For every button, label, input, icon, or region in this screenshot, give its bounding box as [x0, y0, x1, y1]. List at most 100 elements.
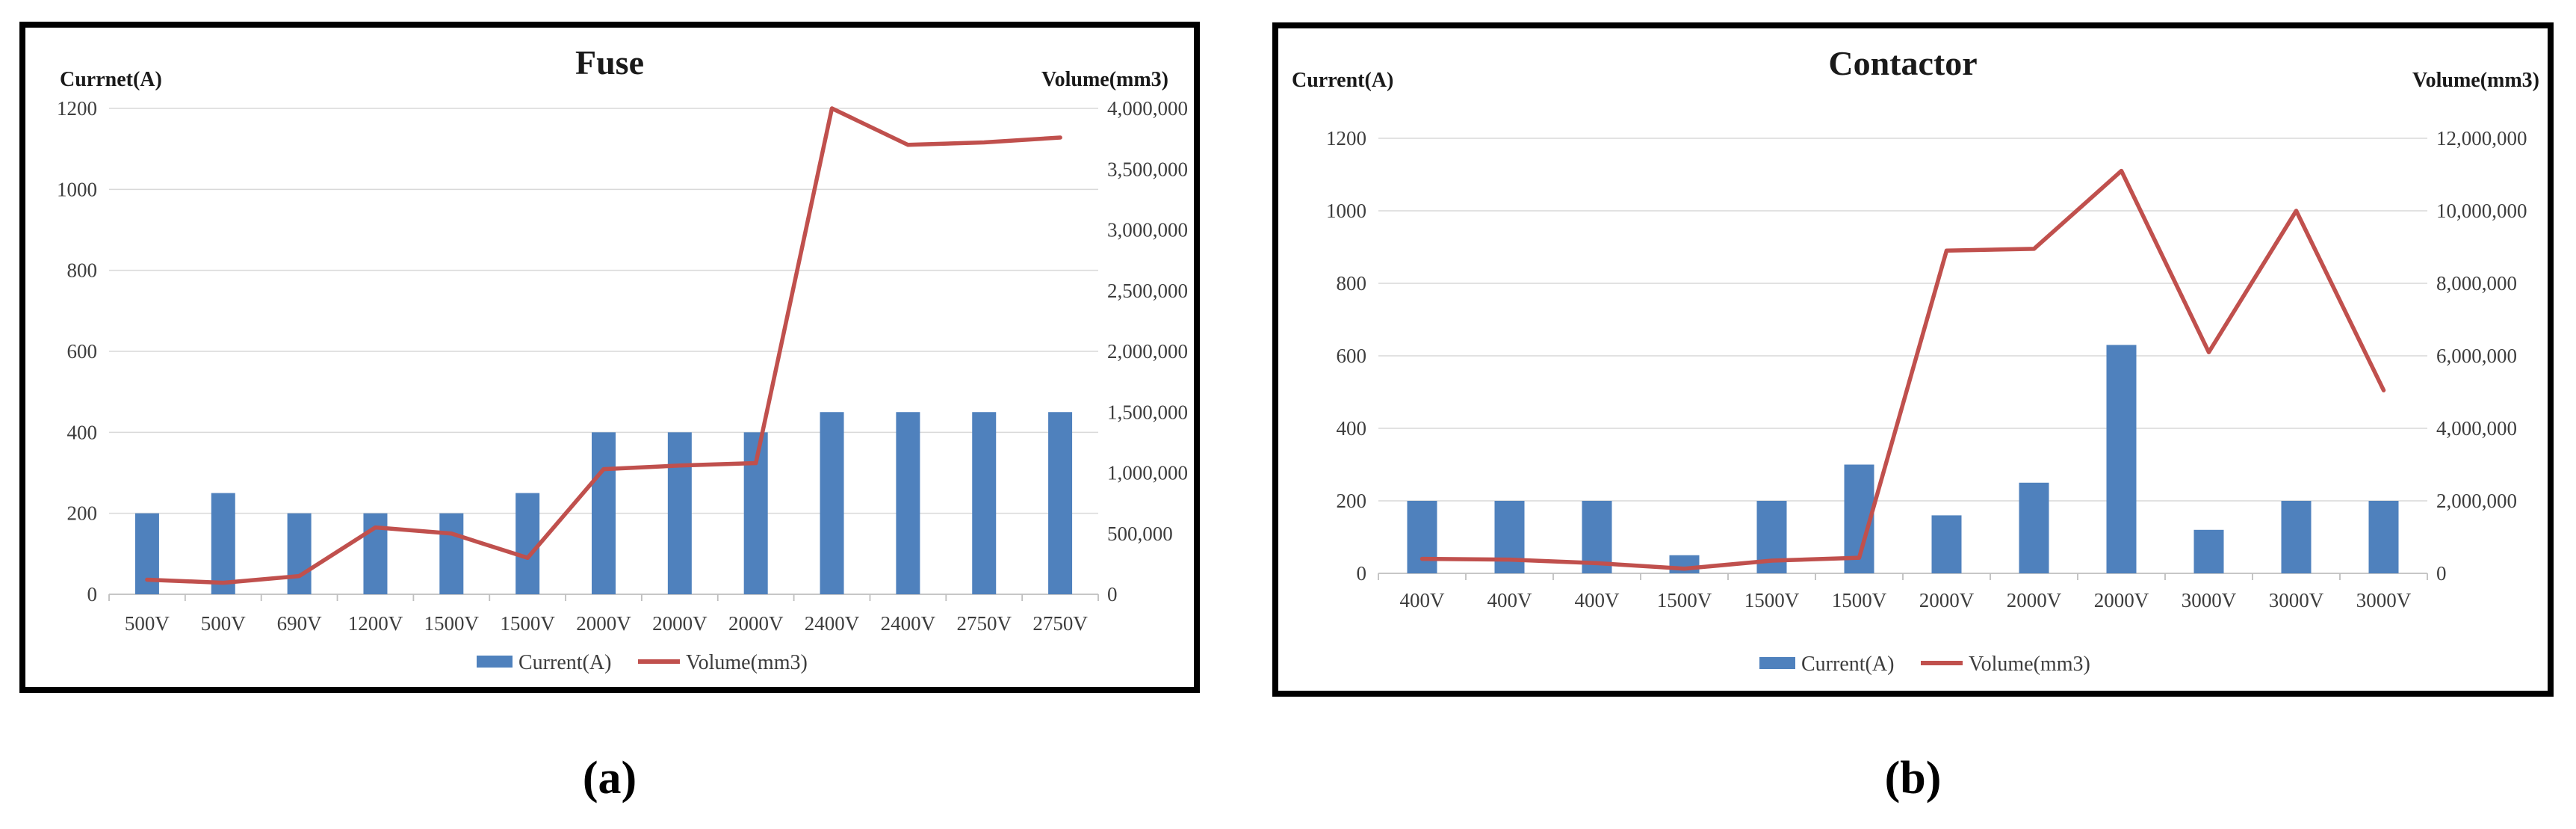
bar-current — [896, 412, 920, 594]
right-tick-label: 2,000,000 — [2436, 490, 2517, 512]
left-tick-label: 1200 — [57, 97, 97, 120]
x-category-label: 2000V — [2094, 589, 2149, 611]
gridlines — [1378, 138, 2427, 502]
x-category-label: 690V — [277, 612, 323, 635]
current-bars — [134, 412, 1073, 594]
left-axis-tick-labels: 0 200 400 600 800 1000 1200 — [1326, 127, 1366, 585]
left-tick-label: 600 — [67, 340, 98, 363]
legend-bar-swatch — [1759, 657, 1795, 669]
fuse-chart: 0 200 400 600 800 1000 1200 0 500,000 1,000,000 1,… — [57, 43, 1188, 674]
left-tick-label: 1000 — [57, 178, 97, 200]
chart-title: Fuse — [575, 43, 644, 81]
x-category-label: 2750V — [956, 612, 1012, 635]
x-category-label: 3000V — [2182, 589, 2237, 611]
bar-current — [2019, 482, 2049, 573]
right-tick-label: 2,500,000 — [1107, 280, 1188, 302]
x-category-labels: 400V 400V 400V 1500V 1500V 1500V 2000V 2000V 200… — [1400, 589, 2412, 611]
bar-current — [2106, 345, 2137, 573]
bar-current — [1407, 501, 1437, 573]
x-category-label: 3000V — [2356, 589, 2412, 611]
x-category-label: 2400V — [805, 612, 860, 635]
bar-current — [1048, 412, 1073, 594]
x-category-label: 1500V — [1832, 589, 1887, 611]
left-axis-title: Current(A) — [1292, 69, 1393, 92]
bar-current — [2281, 501, 2312, 573]
right-tick-label: 8,000,000 — [2436, 272, 2517, 295]
contactor-chart-panel: 0 200 400 600 800 1000 1200 0 2,000,000 4,000,000… — [1272, 22, 2554, 697]
bar-current — [287, 513, 312, 594]
x-category-label: 400V — [1487, 589, 1533, 611]
current-bars — [1407, 345, 2399, 573]
bar-current — [134, 513, 159, 594]
left-tick-label: 1200 — [1326, 127, 1366, 150]
right-axis-title: Volume(mm3) — [1041, 68, 1168, 91]
x-category-label: 1500V — [1657, 589, 1712, 611]
right-tick-label: 3,000,000 — [1107, 219, 1188, 241]
x-category-label: 1200V — [348, 612, 403, 635]
x-category-label: 400V — [1400, 589, 1446, 611]
x-category-label: 1500V — [500, 612, 555, 635]
left-tick-label: 400 — [1337, 417, 1367, 440]
bar-current — [1931, 515, 1962, 573]
fuse-chart-panel: 0 200 400 600 800 1000 1200 0 500,000 1,000,000 1,… — [19, 22, 1200, 693]
bar-current — [515, 493, 540, 594]
bar-current — [439, 513, 464, 594]
right-tick-label: 6,000,000 — [2436, 345, 2517, 367]
left-tick-label: 400 — [67, 421, 98, 443]
bar-current — [211, 493, 235, 594]
bar-current — [2193, 529, 2224, 573]
right-axis-tick-labels: 0 500,000 1,000,000 1,500,000 2,000,000 2,500… — [1107, 97, 1188, 605]
left-tick-label: 200 — [1337, 490, 1367, 512]
volume-line — [1419, 168, 2386, 571]
right-tick-label: 12,000,000 — [2436, 127, 2527, 150]
legend-current-label: Current(A) — [518, 651, 611, 674]
right-tick-label: 500,000 — [1107, 523, 1173, 545]
x-axis — [1378, 573, 2428, 580]
left-tick-label: 200 — [67, 502, 98, 525]
right-tick-label: 10,000,000 — [2436, 200, 2527, 222]
x-category-label: 400V — [1575, 589, 1620, 611]
x-category-label: 2000V — [1919, 589, 1975, 611]
caption-a: (a) — [582, 753, 637, 804]
chart-title: Contactor — [1828, 44, 1977, 82]
left-axis-title: Currnet(A) — [60, 68, 162, 91]
bar-current — [2368, 501, 2399, 573]
left-tick-label: 600 — [1337, 345, 1367, 367]
bar-current — [972, 412, 997, 594]
right-tick-label: 3,500,000 — [1107, 158, 1188, 180]
right-tick-label: 0 — [1107, 583, 1118, 605]
legend-volume-label: Volume(mm3) — [686, 651, 808, 674]
x-category-label: 500V — [125, 612, 170, 635]
gridlines — [109, 108, 1098, 514]
legend: Current(A) Volume(mm3) — [1759, 653, 2090, 676]
left-tick-label: 0 — [1357, 562, 1367, 585]
legend-volume-label: Volume(mm3) — [1969, 653, 2090, 676]
x-category-label: 2000V — [728, 612, 784, 635]
right-tick-label: 0 — [2436, 562, 2447, 585]
bar-current — [820, 412, 844, 594]
x-category-label: 2000V — [2007, 589, 2062, 611]
legend-current-label: Current(A) — [1801, 653, 1894, 676]
x-category-label: 2400V — [881, 612, 936, 635]
x-category-label: 1500V — [424, 612, 480, 635]
right-axis-title: Volume(mm3) — [2412, 69, 2539, 92]
left-tick-label: 1000 — [1326, 200, 1366, 222]
legend: Current(A) Volume(mm3) — [477, 651, 808, 674]
x-category-label: 2000V — [576, 612, 631, 635]
x-axis — [108, 594, 1099, 601]
left-tick-label: 800 — [67, 259, 98, 282]
caption-b: (b) — [1884, 753, 1942, 804]
x-category-labels: 500V 500V 690V 1200V 1500V 1500V 2000V 2000V 200… — [125, 612, 1088, 635]
left-axis-tick-labels: 0 200 400 600 800 1000 1200 — [57, 97, 97, 605]
bar-current — [667, 432, 692, 594]
right-tick-label: 1,500,000 — [1107, 401, 1188, 423]
x-category-label: 3000V — [2269, 589, 2324, 611]
x-category-label: 500V — [201, 612, 247, 635]
legend-bar-swatch — [477, 656, 513, 668]
right-tick-label: 1,000,000 — [1107, 462, 1188, 484]
right-tick-label: 4,000,000 — [2436, 417, 2517, 440]
right-tick-label: 4,000,000 — [1107, 97, 1188, 120]
contactor-chart: 0 200 400 600 800 1000 1200 0 2,000,000 4,000,000… — [1292, 44, 2539, 676]
bar-current — [592, 432, 616, 594]
